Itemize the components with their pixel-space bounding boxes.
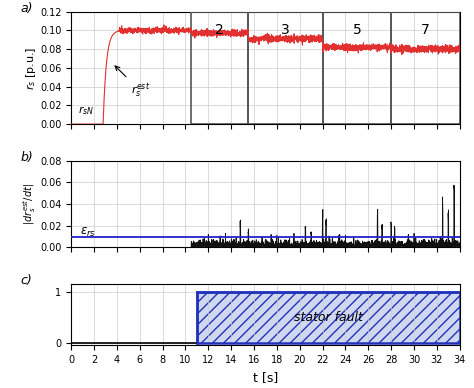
Text: $r_s^{est}$: $r_s^{est}$	[115, 66, 150, 100]
Bar	[197, 292, 460, 343]
Bar	[323, 246, 391, 248]
Bar	[391, 12, 460, 124]
Bar	[248, 12, 323, 124]
Text: 5: 5	[353, 23, 361, 37]
Text: stator fault: stator fault	[294, 311, 363, 324]
Y-axis label: $|dr_s^{est}/dt|$: $|dr_s^{est}/dt|$	[22, 183, 38, 225]
Bar	[248, 246, 323, 248]
Bar	[391, 246, 460, 248]
Text: $r_{sN}$: $r_{sN}$	[78, 104, 94, 116]
Text: 3: 3	[281, 23, 290, 37]
Bar	[323, 12, 391, 124]
Bar	[191, 12, 248, 124]
Text: 7: 7	[421, 23, 430, 37]
Bar	[191, 246, 248, 248]
Text: a): a)	[20, 2, 33, 15]
X-axis label: t [s]: t [s]	[253, 371, 278, 384]
Text: $\varepsilon_{rs}$: $\varepsilon_{rs}$	[80, 225, 96, 239]
Y-axis label: $r_s$ [p.u.]: $r_s$ [p.u.]	[25, 46, 38, 90]
Text: c): c)	[20, 274, 32, 287]
Text: b): b)	[20, 151, 33, 164]
Text: 2: 2	[215, 23, 224, 37]
